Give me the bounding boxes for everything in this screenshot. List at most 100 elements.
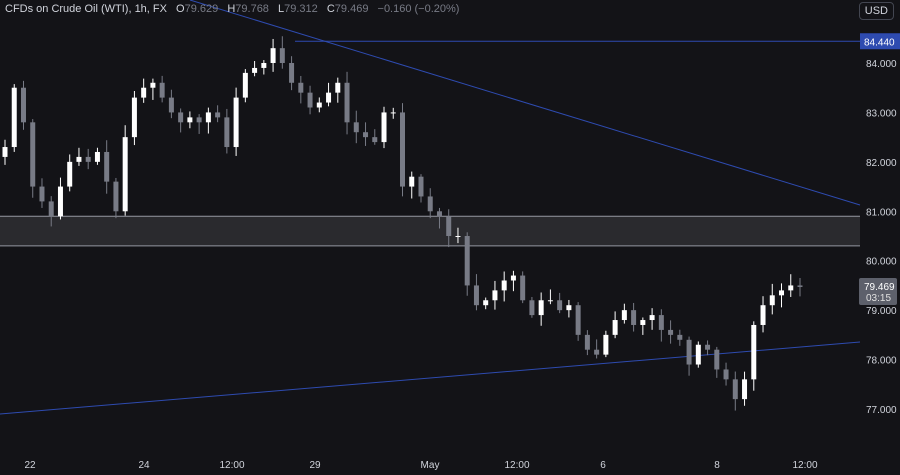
candle [270, 38, 276, 72]
candle [150, 78, 156, 100]
candle-body [492, 290, 498, 301]
candle [307, 85, 313, 115]
candle-body [658, 315, 664, 330]
candle [501, 271, 507, 302]
candle-body [677, 334, 683, 340]
candle-body [57, 186, 63, 217]
candle [779, 283, 785, 308]
candle-body [779, 290, 785, 296]
candle [723, 362, 729, 386]
candle [538, 292, 544, 326]
candle [409, 171, 415, 199]
candle-body [20, 87, 26, 123]
low-value: 79.312 [284, 3, 318, 15]
candle [94, 147, 100, 165]
candle-body [233, 97, 239, 148]
candle-body [649, 315, 655, 321]
candle-body [298, 82, 304, 93]
candle-body [39, 186, 45, 202]
resistance-price-label: 84.440 [864, 37, 895, 48]
time-tick-label: 12:00 [792, 460, 817, 471]
candle-body [603, 334, 609, 355]
candle [316, 97, 322, 113]
candle-body [751, 324, 757, 380]
candle [751, 321, 757, 391]
currency-button[interactable]: USD [858, 2, 894, 20]
candle-body [205, 112, 211, 123]
candle [168, 89, 174, 119]
price-tick-label: 77.000 [866, 405, 897, 416]
candle [584, 330, 590, 356]
countdown-label: 03:15 [866, 293, 891, 304]
candle [668, 320, 674, 344]
candle [455, 227, 461, 244]
candle-body [427, 196, 433, 212]
candle [510, 270, 516, 292]
candle [575, 302, 581, 341]
candle [215, 105, 221, 123]
candle [557, 292, 563, 314]
open-label: O [176, 3, 185, 15]
candle-body [788, 285, 794, 291]
candle [547, 289, 553, 305]
candle-body [686, 339, 692, 365]
candle-body [2, 147, 8, 157]
candle [67, 154, 73, 192]
candle-body [695, 344, 701, 365]
candle [566, 299, 572, 318]
candle [335, 77, 341, 103]
price-tick-label: 81.000 [866, 207, 897, 218]
candle-body [242, 72, 248, 98]
candle-body [501, 280, 507, 291]
candle-body [510, 275, 516, 281]
candle [788, 274, 794, 297]
candle-body [326, 92, 332, 103]
candle-body [520, 275, 526, 301]
candle [464, 232, 470, 296]
candle [436, 207, 442, 229]
resistance-price-tag [860, 33, 900, 50]
time-tick-label: May [421, 460, 440, 471]
candle [714, 346, 720, 378]
candle-body [252, 67, 258, 73]
candle [2, 139, 8, 165]
candle [298, 75, 304, 104]
candle-body [760, 305, 766, 325]
price-tick-label: 82.000 [866, 158, 897, 169]
candle [612, 311, 618, 339]
candle-body [538, 300, 544, 316]
candle-body [612, 320, 618, 335]
candle-body [769, 295, 775, 306]
open-value: 79.629 [184, 3, 219, 15]
candle [492, 280, 498, 310]
candle [427, 188, 433, 219]
candle [483, 297, 489, 310]
candle-body [668, 329, 674, 335]
candle-body [94, 151, 100, 162]
candle [205, 107, 211, 134]
candle-body [714, 349, 720, 370]
candle [242, 69, 248, 103]
candle [649, 308, 655, 330]
price-tick-label: 80.000 [866, 257, 897, 268]
candle-body [400, 112, 405, 187]
price-tick-label: 78.000 [866, 356, 897, 367]
candle [141, 78, 147, 103]
candle-body [436, 211, 442, 217]
candle [760, 296, 766, 333]
close-value: 79.469 [334, 3, 369, 15]
candle-body [353, 122, 359, 133]
candle-body [11, 87, 17, 148]
candle-body [575, 305, 581, 335]
candle-body [131, 97, 137, 138]
candle [252, 61, 258, 77]
candle-body [159, 82, 165, 98]
candle [363, 122, 369, 146]
candle [742, 371, 748, 406]
candle [473, 274, 479, 311]
candle-body [344, 82, 350, 123]
candle-body [196, 117, 202, 123]
candle [372, 129, 378, 145]
candle [104, 140, 110, 194]
